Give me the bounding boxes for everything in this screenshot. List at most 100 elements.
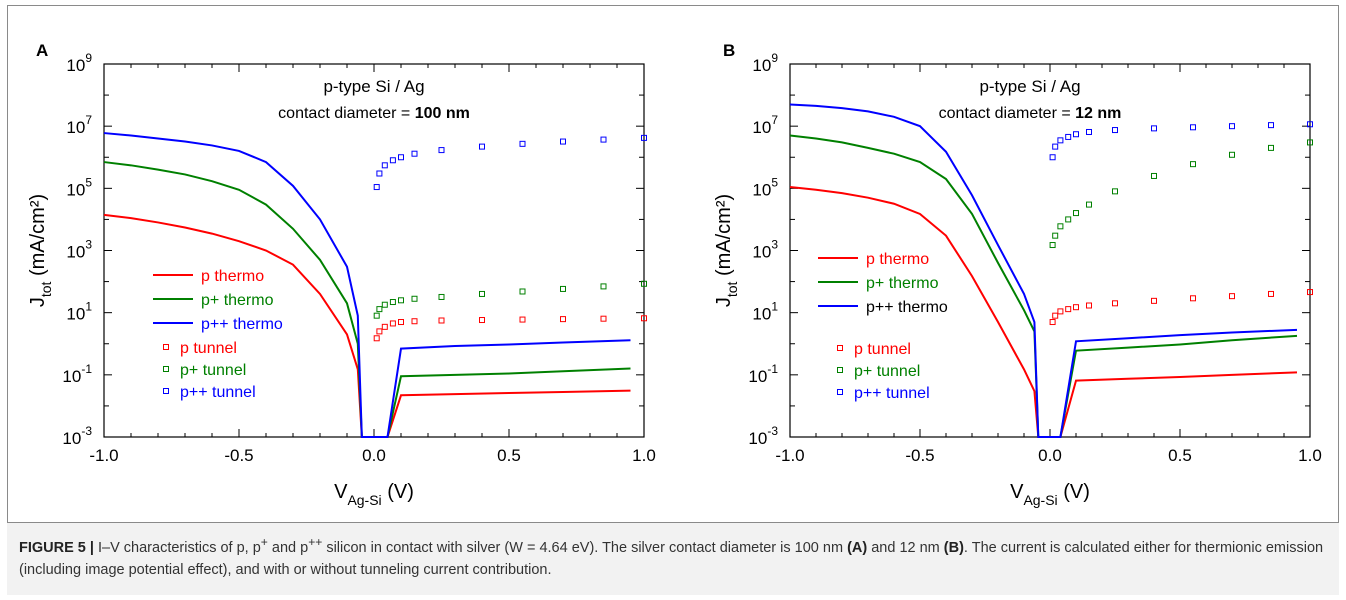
data-point-pplus-tunnel xyxy=(389,299,396,306)
x-tick-label: 1.0 xyxy=(1298,446,1322,465)
annotation-title: p-type Si / Ag xyxy=(979,77,1080,96)
caption-text-1: I–V characteristics of p, p xyxy=(98,539,261,556)
data-point-p-tunnel xyxy=(560,316,566,323)
data-point-p-tunnel xyxy=(1151,297,1157,304)
data-point-pplusplus-tunnel xyxy=(398,154,404,161)
data-point-pplusplus-tunnel xyxy=(373,184,380,191)
data-point-pplus-tunnel xyxy=(1065,216,1072,223)
data-point-p-tunnel xyxy=(376,328,383,335)
x-tick-label: -1.0 xyxy=(775,446,804,465)
data-point-pplus-tunnel xyxy=(411,295,418,302)
legend-marker-label: p+ tunnel xyxy=(180,362,246,379)
data-point-p-tunnel xyxy=(1049,319,1056,326)
x-tick-label: 0.0 xyxy=(362,446,386,465)
data-point-pplus-tunnel xyxy=(519,288,526,295)
panel-label: A xyxy=(36,41,48,60)
y-tick-label: 107 xyxy=(752,113,778,137)
data-point-p-tunnel xyxy=(1112,300,1118,307)
data-point-p-tunnel xyxy=(1086,302,1092,309)
x-tick-label: 0.5 xyxy=(497,446,521,465)
data-point-pplus-tunnel xyxy=(1268,144,1274,151)
x-tick-label: -0.5 xyxy=(224,446,253,465)
legend-line-label: p thermo xyxy=(866,251,929,268)
data-point-pplus-tunnel xyxy=(398,297,404,304)
legend-marker-swatch xyxy=(837,389,843,395)
caption-ref-a: (A) xyxy=(847,539,868,556)
data-point-pplus-tunnel xyxy=(1307,139,1313,146)
y-axis-label: Jtot (mA/cm²) xyxy=(27,194,54,307)
data-point-pplusplus-tunnel xyxy=(641,134,647,141)
y-tick-label: 10-1 xyxy=(62,362,92,386)
legend-marker-label: p+ tunnel xyxy=(854,363,920,380)
x-axis-label: VAg-Si (V) xyxy=(1010,481,1090,508)
y-tick-label: 103 xyxy=(752,238,778,262)
data-point-p-tunnel xyxy=(479,317,485,324)
caption-ref-b: (B) xyxy=(943,539,964,556)
data-point-pplusplus-tunnel xyxy=(1307,121,1313,128)
y-tick-label: 10-3 xyxy=(748,424,778,448)
legend-line-label: p thermo xyxy=(201,268,264,285)
data-point-pplusplus-tunnel xyxy=(560,138,566,145)
data-point-pplusplus-tunnel xyxy=(479,143,485,150)
data-point-pplusplus-tunnel xyxy=(438,147,445,154)
data-point-pplusplus-tunnel xyxy=(1052,143,1059,150)
chart-panel-b: B -1.0 -0.5 0.0 0.5 1.0 10-3 10-1 101 103 105 107 10… xyxy=(713,41,1322,508)
data-point-p-tunnel xyxy=(411,318,418,325)
x-tick-label: -0.5 xyxy=(905,446,934,465)
y-axis-label: Jtot (mA/cm²) xyxy=(713,194,740,307)
data-point-pplusplus-tunnel xyxy=(411,150,418,157)
legend-line-label: p+ thermo xyxy=(201,292,274,309)
figure-frame xyxy=(7,5,1339,523)
data-point-pplusplus-tunnel xyxy=(1073,131,1079,138)
series-line-pplus-thermo xyxy=(103,161,631,438)
x-tick-label: 1.0 xyxy=(632,446,656,465)
data-point-p-tunnel xyxy=(398,319,404,326)
y-tick-label: 109 xyxy=(66,51,92,75)
data-point-p-tunnel xyxy=(1190,295,1196,302)
x-axis-label: VAg-Si (V) xyxy=(334,481,414,508)
data-point-pplus-tunnel xyxy=(1086,201,1092,208)
data-point-p-tunnel xyxy=(1307,289,1313,296)
series-line-pplus-thermo xyxy=(789,134,1298,438)
legend-marker-label: p tunnel xyxy=(854,341,911,358)
caption-figure-label: FIGURE 5 | xyxy=(19,539,94,556)
data-point-pplus-tunnel xyxy=(381,301,388,308)
data-point-pplusplus-tunnel xyxy=(389,157,396,164)
caption-text-3: silicon in contact with silver (W = 4.64… xyxy=(322,539,848,556)
series-line-p-thermo xyxy=(103,213,631,438)
annotation-title: p-type Si / Ag xyxy=(323,77,424,96)
data-point-pplus-tunnel xyxy=(373,312,380,319)
panel-label: B xyxy=(723,41,735,60)
data-point-pplus-tunnel xyxy=(1052,232,1059,239)
legend-marker-swatch xyxy=(837,367,843,373)
legend-marker-swatch xyxy=(837,345,843,351)
data-point-p-tunnel xyxy=(1073,304,1079,311)
data-point-pplusplus-tunnel xyxy=(1086,128,1092,135)
caption-text-2: and p xyxy=(267,539,309,556)
data-point-pplusplus-tunnel xyxy=(1057,137,1064,144)
data-point-pplus-tunnel xyxy=(1073,210,1079,217)
x-tick-label: 0.0 xyxy=(1038,446,1062,465)
data-point-p-tunnel xyxy=(1229,293,1235,300)
y-tick-label: 105 xyxy=(752,175,778,199)
data-point-p-tunnel xyxy=(1057,308,1064,315)
data-point-pplus-tunnel xyxy=(1057,223,1064,230)
caption-sup-2: ++ xyxy=(308,535,323,549)
data-point-pplus-tunnel xyxy=(1190,161,1196,168)
data-point-pplusplus-tunnel xyxy=(381,162,388,169)
data-point-pplus-tunnel xyxy=(641,280,647,287)
data-point-p-tunnel xyxy=(373,335,380,342)
legend-marker-label: p++ tunnel xyxy=(180,384,256,401)
data-point-pplusplus-tunnel xyxy=(1112,127,1118,134)
y-tick-label: 10-1 xyxy=(748,362,778,386)
data-point-pplus-tunnel xyxy=(560,285,566,292)
data-point-pplusplus-tunnel xyxy=(376,170,383,177)
chart-panel-a: A -1.0 -0.5 0.0 0.5 1.0 10-3 10-1 101 103 105 107 10… xyxy=(27,41,656,508)
x-tick-label: -1.0 xyxy=(89,446,118,465)
y-tick-label: 107 xyxy=(66,113,92,137)
data-point-pplusplus-tunnel xyxy=(600,136,607,143)
data-point-pplusplus-tunnel xyxy=(1151,125,1157,132)
y-tick-label: 101 xyxy=(66,300,92,324)
data-point-pplus-tunnel xyxy=(1151,172,1157,179)
